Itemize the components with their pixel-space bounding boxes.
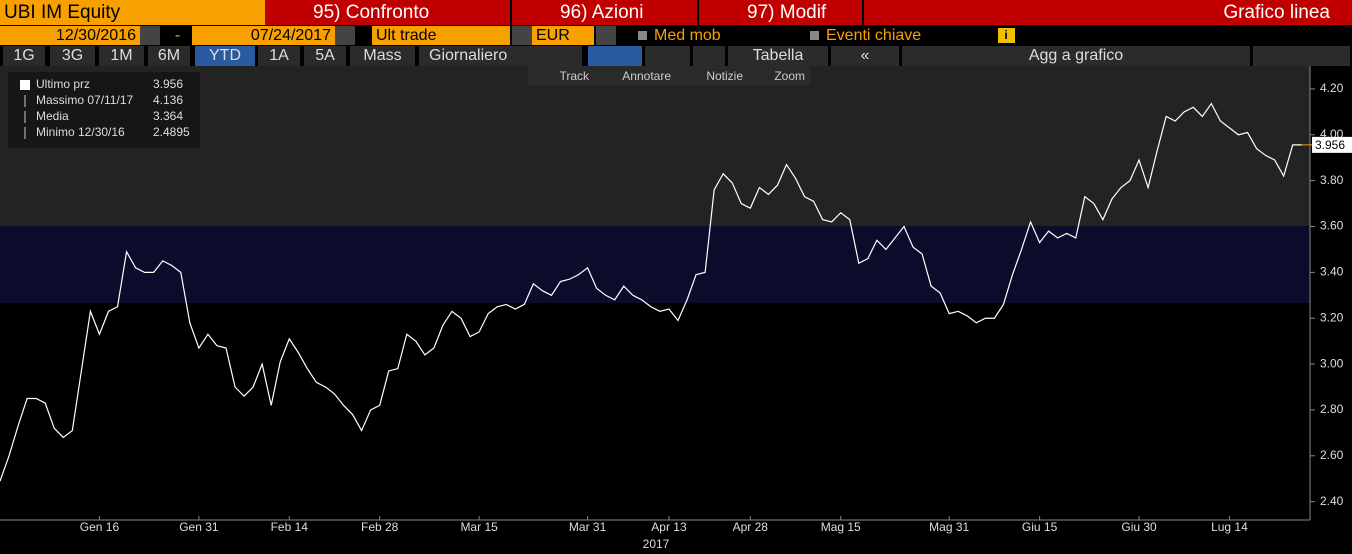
period-button[interactable]: Mass: [350, 46, 415, 66]
menu-button[interactable]: 96) Azioni: [512, 0, 697, 25]
legend-label: Ultimo prz: [36, 77, 90, 91]
y-tick-label: 3.60: [1320, 219, 1344, 233]
settings-button[interactable]: [1253, 46, 1350, 66]
date-separator: -: [165, 26, 190, 45]
period-button[interactable]: YTD: [195, 46, 255, 66]
y-tick-label: 2.60: [1320, 448, 1344, 462]
collapse-button[interactable]: «: [831, 46, 899, 66]
dropdown-button[interactable]: [693, 46, 725, 66]
y-tick-label: 2.80: [1320, 402, 1344, 416]
field-select[interactable]: Ult trade: [372, 26, 510, 45]
option-toggle[interactable]: Med mob: [650, 26, 760, 45]
y-tick-label: 3.80: [1320, 173, 1344, 187]
chart-style-button[interactable]: [588, 46, 642, 66]
chart-tool[interactable]: Track: [536, 67, 592, 84]
legend-label: Massimo 07/11/17: [36, 93, 133, 107]
dropdown-button[interactable]: [596, 26, 616, 45]
info-icon[interactable]: [998, 28, 1015, 43]
period-button[interactable]: 1G: [3, 46, 45, 66]
frequency-select[interactable]: Giornaliero: [419, 46, 582, 66]
y-tick-label: 3.00: [1320, 356, 1344, 370]
x-tick-label: Lug 14: [1211, 520, 1248, 534]
chart-tool[interactable]: Annotare: [596, 67, 674, 84]
last-price-box: [1312, 136, 1352, 153]
band-middle: [0, 226, 1310, 303]
x-tick-label: Gen 31: [179, 520, 219, 534]
dropdown-button[interactable]: [512, 26, 532, 45]
legend-value: 2.4895: [153, 125, 190, 139]
security-field: UBI IM Equity: [0, 0, 265, 25]
x-tick-label: Feb 28: [361, 520, 399, 534]
y-tick-label: 3.40: [1320, 265, 1344, 279]
x-tick-label: Giu 15: [1022, 520, 1058, 534]
chart-tool[interactable]: Notizie: [678, 67, 746, 84]
table-button[interactable]: Tabella: [728, 46, 828, 66]
last-price-label: 3.956: [1315, 138, 1345, 152]
y-tick-label: 3.20: [1320, 310, 1344, 324]
view-title: Grafico linea: [864, 0, 1352, 25]
chart-tool[interactable]: Zoom: [750, 67, 808, 84]
legend-value: 4.136: [153, 93, 183, 107]
add-to-chart-button[interactable]: Agg a grafico: [902, 46, 1250, 66]
currency-select[interactable]: EUR: [532, 26, 594, 45]
y-tick-label: 4.20: [1320, 81, 1344, 95]
chart-tool-button[interactable]: [645, 46, 690, 66]
x-tick-label: Gen 16: [80, 520, 120, 534]
period-button[interactable]: 5A: [304, 46, 346, 66]
period-button[interactable]: 3G: [50, 46, 95, 66]
option-toggle[interactable]: Eventi chiave: [822, 26, 982, 45]
x-tick-label: Mar 31: [569, 520, 607, 534]
start-date[interactable]: 12/30/2016: [0, 26, 140, 45]
legend-label: Media: [36, 109, 69, 123]
dropdown-button[interactable]: [335, 26, 355, 45]
x-tick-label: Apr 28: [733, 520, 769, 534]
x-tick-label: Apr 13: [651, 520, 687, 534]
period-button[interactable]: 6M: [148, 46, 190, 66]
legend-box: [8, 72, 200, 148]
x-tick-label: Giu 30: [1121, 520, 1157, 534]
legend-value: 3.956: [153, 77, 183, 91]
x-tick-label: Mag 31: [929, 520, 969, 534]
x-tick-label: Mag 15: [821, 520, 861, 534]
band-upper: [0, 66, 1310, 226]
x-tick-label: Feb 14: [271, 520, 309, 534]
period-button[interactable]: 1A: [258, 46, 300, 66]
dropdown-button[interactable]: [140, 26, 160, 45]
x-tick-label: Mar 15: [460, 520, 498, 534]
end-date[interactable]: 07/24/2017: [192, 26, 335, 45]
legend-value: 3.364: [153, 109, 183, 123]
x-axis-year: 2017: [643, 537, 670, 551]
checkbox[interactable]: [810, 31, 819, 40]
info-glyph: i: [1004, 28, 1007, 42]
menu-button[interactable]: 97) Modif: [699, 0, 862, 25]
period-button[interactable]: 1M: [99, 46, 144, 66]
legend-label: Minimo 12/30/16: [36, 125, 125, 139]
legend-swatch: [20, 80, 30, 90]
price-line: [0, 102, 1302, 482]
checkbox[interactable]: [638, 31, 647, 40]
menu-button[interactable]: 95) Confronto: [265, 0, 510, 25]
y-tick-label: 2.40: [1320, 494, 1344, 508]
